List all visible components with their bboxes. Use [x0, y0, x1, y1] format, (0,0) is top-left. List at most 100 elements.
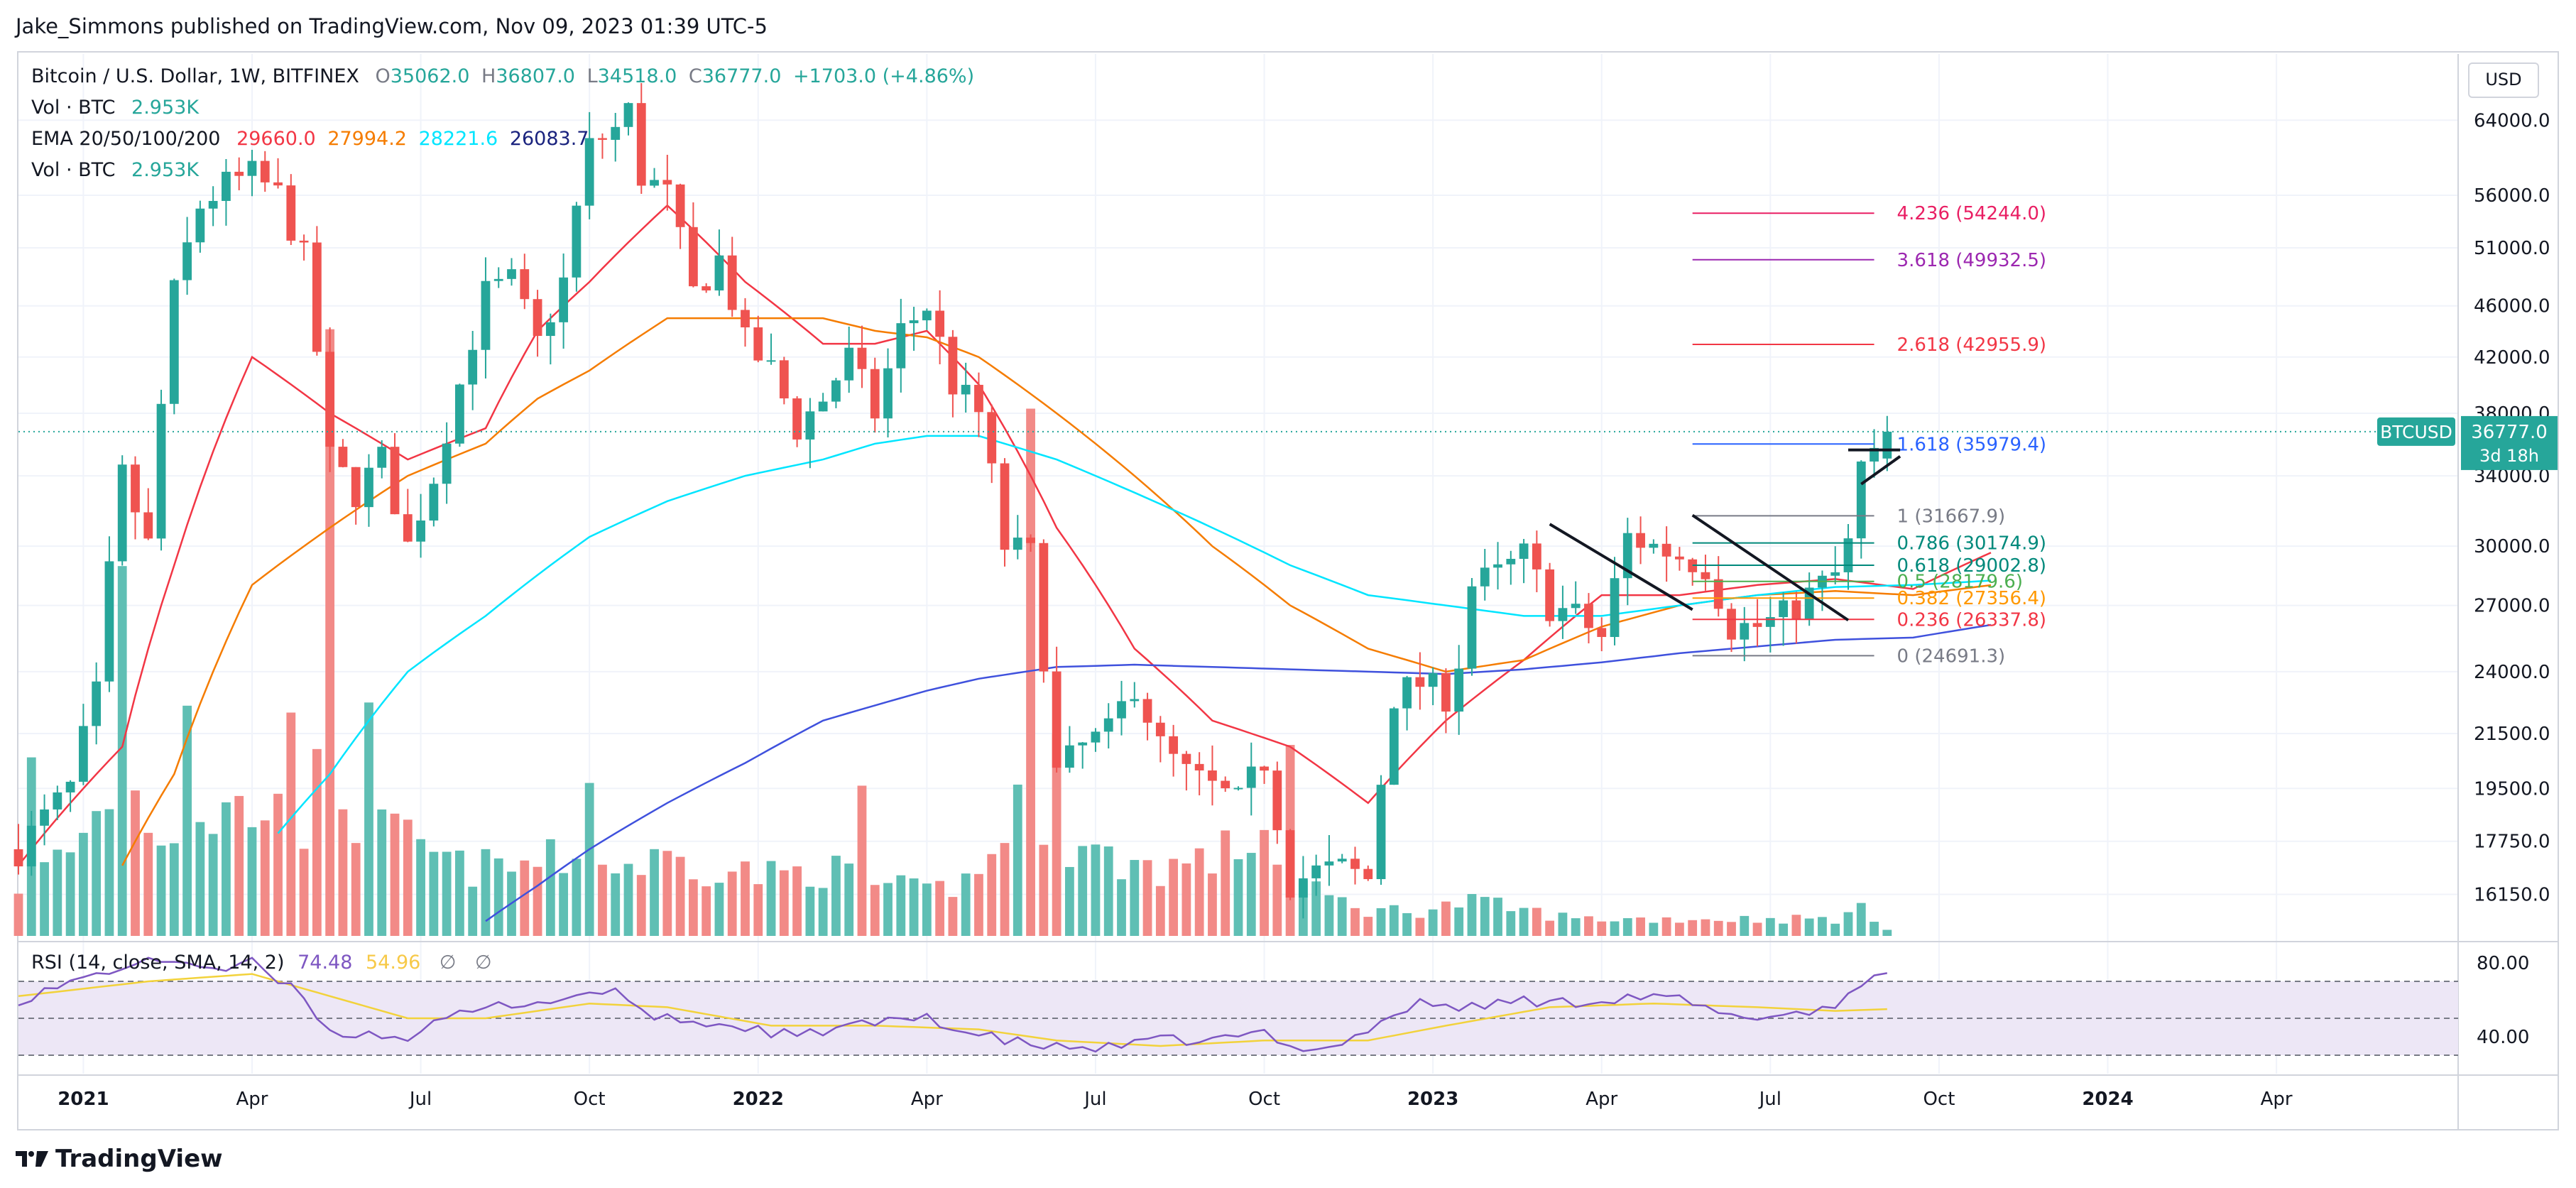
price-axis-label: 30000.0	[2474, 536, 2550, 557]
fib-level-label: 3.618 (49932.5)	[1897, 250, 2047, 271]
candle-body	[182, 242, 192, 280]
fibonacci-extension[interactable]: 4.236 (54244.0) 3.618 (49932.5) 2.618 (429…	[1692, 203, 2047, 667]
rsi-pane[interactable]: 80.00 40.00	[18, 953, 2529, 1056]
price-axis[interactable]: 64000.056000.051000.046000.042000.038000…	[2474, 110, 2550, 905]
candle-body	[1882, 431, 1892, 459]
volume-bar	[1246, 853, 1256, 936]
candle-body	[714, 255, 724, 291]
time-axis[interactable]: 2021 Apr Jul Oct 2022 Apr Jul Oct 2023 Apr Jul Oct 2…	[58, 1089, 2293, 1110]
candle-body	[1181, 753, 1191, 764]
volume-bar	[753, 884, 763, 936]
legend-volume-row: Vol · BTC 2.953K	[31, 92, 980, 124]
ema50-value: 27994.2	[327, 128, 407, 150]
volume-bar	[1532, 908, 1541, 936]
volume-bar	[1791, 915, 1801, 936]
candle-body	[403, 514, 413, 542]
candle-body	[325, 352, 335, 447]
candlesticks[interactable]	[13, 83, 1892, 919]
candle-body	[1688, 559, 1698, 572]
ema20-value: 29660.0	[236, 128, 316, 150]
volume-bar	[273, 793, 283, 936]
tradingview-logo-icon	[16, 1151, 48, 1167]
volume-bar	[520, 860, 530, 936]
volume-bar	[1233, 859, 1243, 936]
legend-symbol-row: Bitcoin / U.S. Dollar, 1W, BITFINEX O350…	[31, 61, 980, 92]
volume-bar	[13, 893, 23, 936]
candle-body	[1091, 731, 1101, 743]
time-axis-label: 2023	[1407, 1089, 1458, 1110]
volume-bar	[468, 886, 478, 936]
volume-bar	[143, 832, 153, 936]
candle-body	[1701, 572, 1710, 579]
rsi-label[interactable]: RSI (14, close, SMA, 14, 2)	[31, 952, 285, 974]
fib-level-label: 4.236 (54244.0)	[1897, 203, 2047, 224]
candle-body	[429, 484, 439, 521]
ema-label[interactable]: EMA 20/50/100/200	[31, 128, 221, 150]
volume-bar	[896, 875, 906, 936]
currency-button[interactable]: USD	[2468, 62, 2539, 98]
candle-body	[1052, 671, 1061, 768]
volume-bar	[377, 809, 387, 936]
time-axis-label: Jul	[1083, 1089, 1106, 1110]
candle-body	[1779, 600, 1789, 618]
candle-body	[1830, 572, 1840, 576]
candle-body	[195, 208, 205, 243]
volume-bar	[1882, 930, 1892, 936]
high-value: 36807.0	[496, 65, 575, 87]
volume-bar	[987, 854, 997, 936]
candle-body	[1169, 736, 1179, 754]
candle-body	[1622, 533, 1632, 579]
rsi-hidden-icon[interactable]: ∅	[439, 952, 457, 974]
volume-bar	[1636, 917, 1645, 936]
volume-bar	[857, 785, 867, 936]
volume-bar	[1480, 897, 1490, 936]
candle-body	[792, 398, 802, 440]
volume-bar	[688, 879, 698, 936]
volume-label[interactable]: Vol · BTC	[31, 97, 116, 119]
candle-body	[520, 269, 530, 300]
volume-bar	[364, 702, 373, 936]
time-axis-label: 2021	[58, 1089, 109, 1110]
volume-bar	[1830, 923, 1840, 936]
volume-bar	[1350, 908, 1360, 936]
volume-bar	[1260, 829, 1269, 936]
candle-body	[598, 138, 607, 140]
symbol-title[interactable]: Bitcoin / U.S. Dollar, 1W, BITFINEX	[31, 65, 359, 87]
open-label: O	[375, 65, 391, 87]
candle-body	[779, 360, 789, 399]
volume-bar	[1545, 920, 1555, 936]
rsi-hidden-icon-2[interactable]: ∅	[475, 952, 492, 974]
candle-body	[1558, 608, 1568, 621]
candle-body	[974, 384, 983, 413]
volume-bar	[623, 863, 633, 936]
volume-bar	[727, 871, 737, 936]
volume2-label[interactable]: Vol · BTC	[31, 159, 116, 181]
candle-body	[1661, 543, 1671, 557]
trendlines[interactable]	[18, 430, 2458, 622]
time-axis-label: Oct	[574, 1089, 606, 1110]
time-axis-label: Apr	[2261, 1089, 2293, 1110]
volume-bar	[1661, 917, 1671, 936]
volume-bar	[1324, 895, 1334, 936]
volume-bar	[481, 849, 491, 936]
volume-bar	[1311, 881, 1321, 936]
price-badge	[2461, 415, 2558, 470]
volume-bar	[169, 843, 179, 936]
volume-bar	[104, 809, 114, 936]
candle-body	[455, 384, 464, 444]
price-axis-label: 56000.0	[2474, 185, 2550, 207]
volume-bar	[156, 845, 166, 936]
candle-body	[1713, 579, 1723, 609]
candle-body	[1545, 569, 1555, 621]
volume-bar	[1117, 879, 1126, 936]
volume-bar	[805, 886, 815, 936]
volume-bar	[1597, 921, 1607, 936]
price-axis-label: 42000.0	[2474, 347, 2550, 369]
candle-body	[1727, 609, 1736, 640]
tradingview-logo[interactable]: TradingView	[16, 1145, 223, 1173]
volume-bar	[1843, 912, 1853, 936]
candle-body	[299, 240, 309, 243]
candle-body	[1454, 668, 1464, 712]
candle-body	[1571, 604, 1581, 609]
